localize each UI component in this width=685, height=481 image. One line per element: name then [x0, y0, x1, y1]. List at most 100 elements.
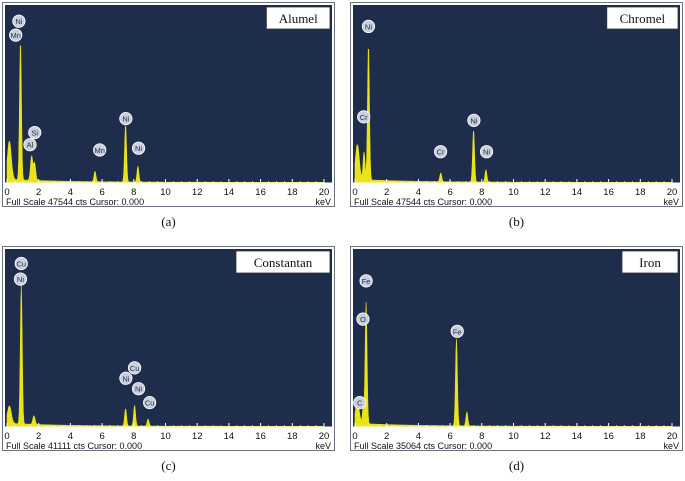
panel-caption: (a)	[161, 214, 176, 229]
x-tick-label: 14	[224, 431, 235, 442]
element-marker	[14, 256, 28, 271]
x-tick-label: 6	[99, 187, 104, 198]
element-marker	[450, 324, 464, 338]
element-label: C	[357, 399, 363, 408]
plot-area	[353, 249, 680, 427]
x-tick-label: 14	[224, 187, 235, 198]
panel-caption: (d)	[508, 458, 525, 473]
element-marker	[9, 28, 23, 42]
x-tick-label: 8	[479, 431, 484, 442]
sample-name-label: Constantan	[254, 255, 313, 270]
element-label: Cr	[360, 113, 368, 122]
footer-scale-text: Full Scale 41111 cts Cursor: 0.000	[6, 441, 142, 451]
x-tick-label: 10	[160, 431, 171, 442]
x-tick-label: 12	[192, 431, 203, 442]
element-label: Mn	[95, 146, 105, 155]
element-marker	[479, 145, 494, 159]
x-tick-label: 16	[603, 187, 614, 198]
spectrum-panel: 0 2 4 6 8 10 12 14 16 18 20 keV Full Scale 35064 cts…	[350, 246, 683, 451]
x-tick-label: 0	[4, 187, 9, 198]
element-marker	[143, 396, 157, 410]
x-tick-label: 20	[319, 187, 330, 198]
x-tick-label: 14	[572, 431, 583, 442]
x-tick-label: 10	[508, 431, 519, 442]
element-label: Cr	[437, 148, 445, 157]
element-marker	[467, 113, 481, 127]
x-axis-label: keV	[663, 197, 679, 207]
element-label: Fe	[362, 277, 371, 286]
element-label: Mn	[11, 31, 21, 40]
element-label: Si	[31, 129, 38, 138]
footer-scale-text: Full Scale 35064 cts Cursor: 0.000	[354, 441, 492, 451]
element-label: Cu	[145, 399, 155, 408]
x-tick-label: 14	[572, 187, 583, 198]
footer-scale-text: Full Scale 47544 cts Cursor: 0.000	[354, 197, 492, 207]
sample-name-box	[606, 6, 679, 30]
element-label: Al	[27, 141, 34, 150]
element-marker	[356, 312, 370, 326]
x-tick-label: 2	[36, 187, 41, 198]
element-marker	[127, 361, 142, 375]
element-marker	[119, 112, 133, 126]
x-tick-label: 16	[255, 431, 266, 442]
x-tick-label: 12	[540, 187, 551, 198]
element-marker	[28, 125, 42, 140]
element-label: Ni	[470, 116, 477, 125]
footer-scale-text: Full Scale 47544 cts Cursor: 0.000	[6, 197, 144, 207]
sample-name-box	[265, 6, 331, 30]
element-label: O	[360, 315, 366, 324]
element-marker	[353, 396, 367, 410]
element-marker	[93, 143, 107, 157]
x-tick-label: 2	[384, 431, 389, 442]
x-tick-label: 18	[287, 187, 298, 198]
x-tick-label: 0	[4, 431, 9, 442]
plot-area	[353, 5, 680, 183]
element-marker	[119, 371, 133, 385]
x-tick-label: 4	[68, 187, 73, 198]
element-marker	[23, 138, 37, 152]
x-tick-label: 8	[479, 187, 484, 198]
element-marker	[12, 14, 26, 28]
x-tick-label: 0	[352, 187, 357, 198]
x-axis-label: keV	[315, 441, 331, 451]
sample-name-label: Iron	[639, 255, 661, 270]
element-label: Ni	[122, 374, 129, 383]
element-label: Ni	[17, 275, 24, 284]
x-tick-label: 2	[384, 187, 389, 198]
element-marker	[359, 274, 373, 288]
element-label: Ni	[365, 22, 372, 31]
spectrum-panel: 0 2 4 6 8 10 12 14 16 18 20 keV Full Scale 47544 cts…	[2, 2, 335, 207]
sample-name-label: Alumel	[279, 11, 318, 26]
element-label: Ni	[135, 385, 142, 394]
sample-name-box	[621, 250, 679, 274]
x-tick-label: 10	[160, 187, 171, 198]
element-label: Ni	[135, 144, 142, 153]
x-tick-label: 6	[447, 431, 452, 442]
element-label: Cu	[130, 364, 140, 373]
x-axis-label: keV	[315, 197, 331, 207]
x-tick-label: 16	[255, 187, 266, 198]
element-marker	[13, 272, 28, 286]
x-tick-label: 6	[99, 431, 104, 442]
x-axis-label: keV	[663, 441, 679, 451]
element-label: Ni	[15, 17, 22, 26]
x-tick-label: 18	[635, 187, 646, 198]
x-tick-label: 4	[416, 431, 421, 442]
x-tick-label: 12	[192, 187, 203, 198]
element-label: Fe	[453, 327, 462, 336]
x-tick-label: 2	[36, 431, 41, 442]
panel-caption: (b)	[508, 214, 525, 229]
element-marker	[131, 382, 146, 396]
element-marker	[361, 19, 376, 34]
x-tick-label: 0	[352, 431, 357, 442]
x-tick-label: 10	[508, 187, 519, 198]
spectrum-panel: 0 2 4 6 8 10 12 14 16 18 20 keV Full Scale 41111 cts…	[2, 246, 335, 451]
x-tick-label: 16	[603, 431, 614, 442]
x-tick-label: 8	[131, 431, 136, 442]
x-tick-label: 20	[319, 431, 330, 442]
x-tick-label: 18	[635, 431, 646, 442]
x-tick-label: 4	[416, 187, 421, 198]
x-tick-label: 4	[68, 431, 73, 442]
